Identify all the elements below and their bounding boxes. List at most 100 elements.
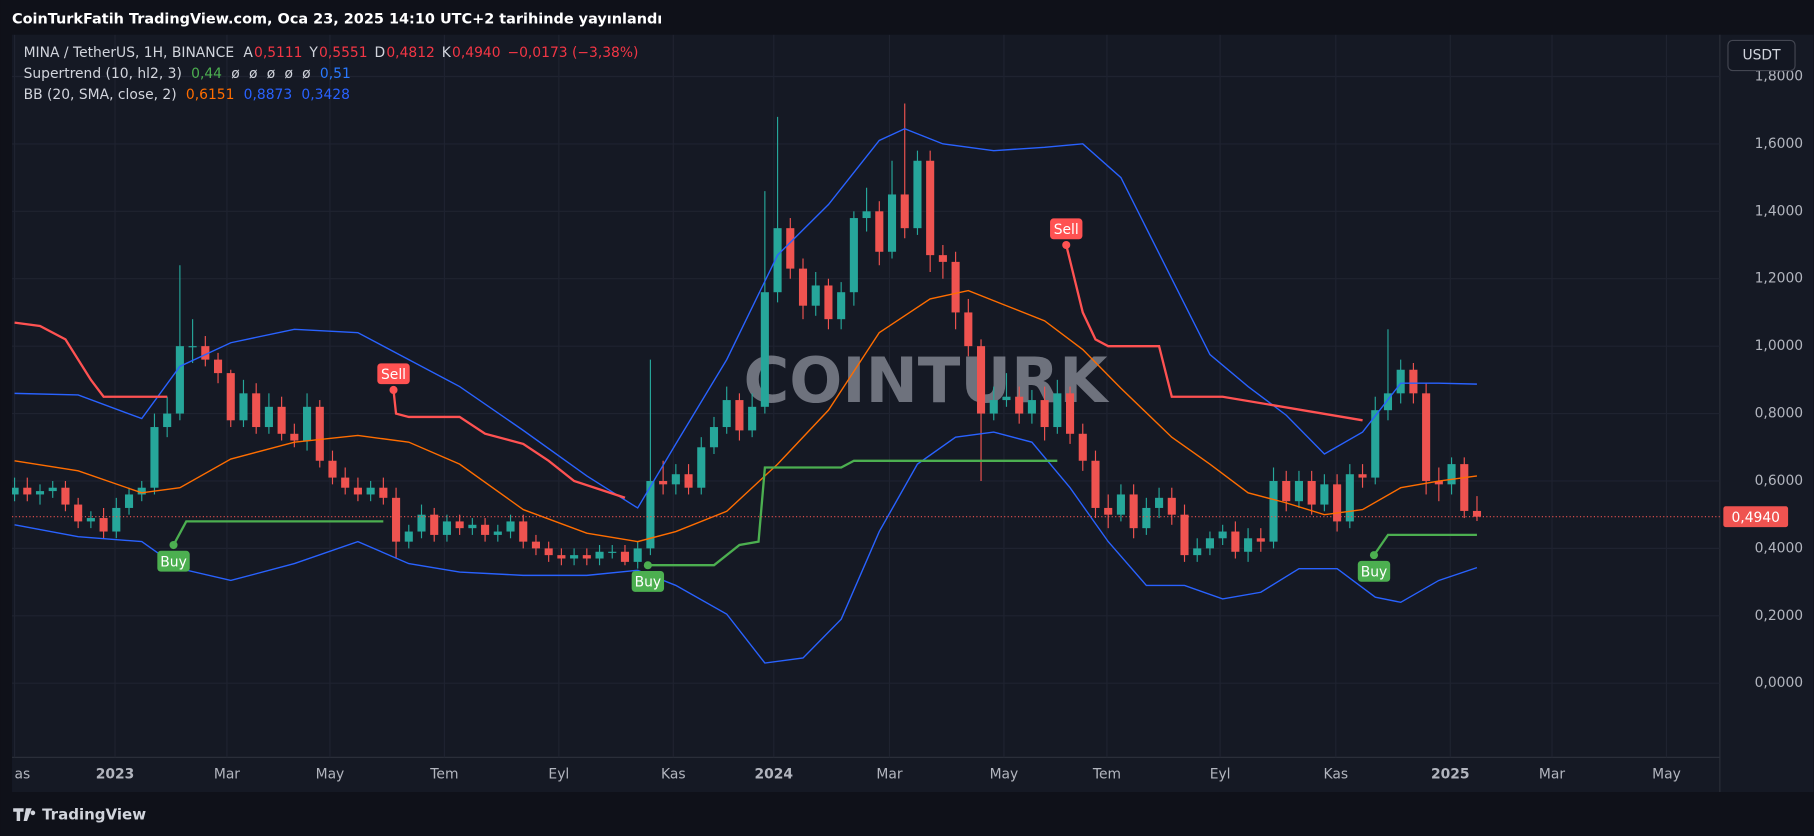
- x-tick-label: 2025: [1431, 767, 1470, 783]
- candle-body: [1269, 480, 1278, 542]
- candle-body: [786, 228, 795, 269]
- signal-label: Sell: [1054, 222, 1079, 238]
- signal-label: Buy: [160, 554, 187, 570]
- legend-text: 0,6151: [186, 87, 235, 103]
- candle-body: [12, 487, 19, 495]
- candle-body: [379, 487, 388, 498]
- candle-body: [137, 487, 146, 495]
- legend-text: ø: [249, 66, 257, 82]
- candle-body: [1371, 410, 1380, 478]
- legend-text: Supertrend (10, hl2, 3): [24, 66, 182, 82]
- x-tick-label: May: [316, 767, 345, 783]
- candle-body: [1180, 514, 1189, 556]
- candle-body: [709, 427, 719, 448]
- x-tick-label: Kas: [1324, 767, 1349, 783]
- candle-body: [659, 480, 668, 485]
- candle-body: [506, 521, 515, 532]
- candle-body: [1129, 494, 1138, 529]
- candle-body: [430, 514, 439, 535]
- candle-body: [1307, 480, 1316, 505]
- candle-body: [760, 292, 769, 407]
- y-tick-label: 1,2000: [1755, 271, 1804, 287]
- candle-body: [620, 551, 630, 562]
- signal-box: [1357, 560, 1391, 582]
- legend: MINA / TetherUS, 1H, BINANCE A 0,5111 Y 0,55…: [24, 45, 639, 103]
- indicator-line: [14, 127, 1477, 509]
- signal-label: Buy: [1361, 564, 1388, 580]
- candle-body: [353, 487, 362, 495]
- x-tick-label: Tem: [429, 767, 458, 783]
- candle-body: [277, 406, 286, 434]
- y-tick-label: 0,6000: [1755, 473, 1804, 489]
- candle-body: [773, 228, 782, 293]
- currency-button[interactable]: [1727, 39, 1796, 72]
- candle-body: [213, 359, 223, 374]
- candle-body: [201, 346, 210, 360]
- candle-body: [188, 346, 197, 348]
- candle-body: [74, 504, 83, 522]
- candle-body: [595, 551, 604, 559]
- candle-body: [175, 346, 184, 414]
- candle-body: [481, 524, 490, 535]
- x-tick-label: as: [15, 767, 31, 783]
- legend-text: BB (20, SMA, close, 2): [24, 87, 177, 103]
- candle-body: [150, 427, 159, 488]
- candle-body: [544, 548, 553, 556]
- candle-body: [735, 400, 744, 431]
- legend-text: 0,44: [191, 66, 222, 82]
- candle-body: [1409, 369, 1418, 394]
- candle-body: [252, 393, 261, 428]
- candle-body: [1472, 510, 1482, 517]
- candle-body: [633, 548, 642, 562]
- candle-body: [1244, 538, 1253, 552]
- candle-body: [1447, 464, 1456, 485]
- signal-point: [169, 540, 178, 550]
- candle-body: [1091, 460, 1100, 508]
- candle-body: [1002, 396, 1011, 401]
- signal-point: [643, 561, 652, 570]
- candle-body: [468, 524, 477, 529]
- candle-body: [226, 373, 235, 421]
- grid: [12, 34, 1720, 758]
- x-tick-label: Mar: [214, 767, 240, 783]
- candle-body: [1155, 497, 1164, 508]
- candle-body: [1345, 474, 1354, 522]
- legend-text: 0,5551: [319, 45, 367, 61]
- legend-text: ø: [284, 66, 292, 82]
- candle-body: [290, 433, 299, 441]
- candle-body: [341, 477, 350, 488]
- candle-body: [1383, 393, 1393, 411]
- x-tick-label: May: [990, 767, 1019, 783]
- candle-body: [926, 160, 935, 256]
- watermark: COINTURK: [743, 344, 1110, 417]
- signal-label: Sell: [381, 367, 406, 383]
- candle-body: [582, 555, 591, 559]
- legend-text: D: [374, 45, 385, 61]
- candle-body: [1027, 400, 1036, 414]
- candle-body: [124, 494, 134, 508]
- signal-box: [377, 363, 410, 385]
- candle-body: [811, 285, 820, 306]
- indicator-line: [14, 431, 1478, 664]
- candle-body: [875, 211, 884, 252]
- candle-body: [1142, 507, 1151, 529]
- y-tick-label: 1,4000: [1755, 203, 1804, 219]
- legend-text: 0,3428: [301, 87, 349, 103]
- y-tick-label: 1,6000: [1755, 136, 1804, 152]
- candle-body: [646, 480, 655, 549]
- candle-body: [671, 474, 680, 485]
- candle-body: [61, 487, 70, 505]
- candle-body: [1358, 474, 1367, 478]
- candle-body: [1282, 480, 1291, 502]
- candle-body: [570, 555, 579, 559]
- x-tick-label: Mar: [876, 767, 902, 783]
- candle-body: [1104, 507, 1113, 515]
- currency-button-label[interactable]: USDT: [1742, 48, 1781, 64]
- candle-body: [1320, 484, 1329, 505]
- candle-body: [1205, 538, 1214, 549]
- signal-point: [389, 385, 398, 395]
- candle-body: [493, 531, 502, 535]
- y-tick-label: 1,8000: [1755, 68, 1804, 84]
